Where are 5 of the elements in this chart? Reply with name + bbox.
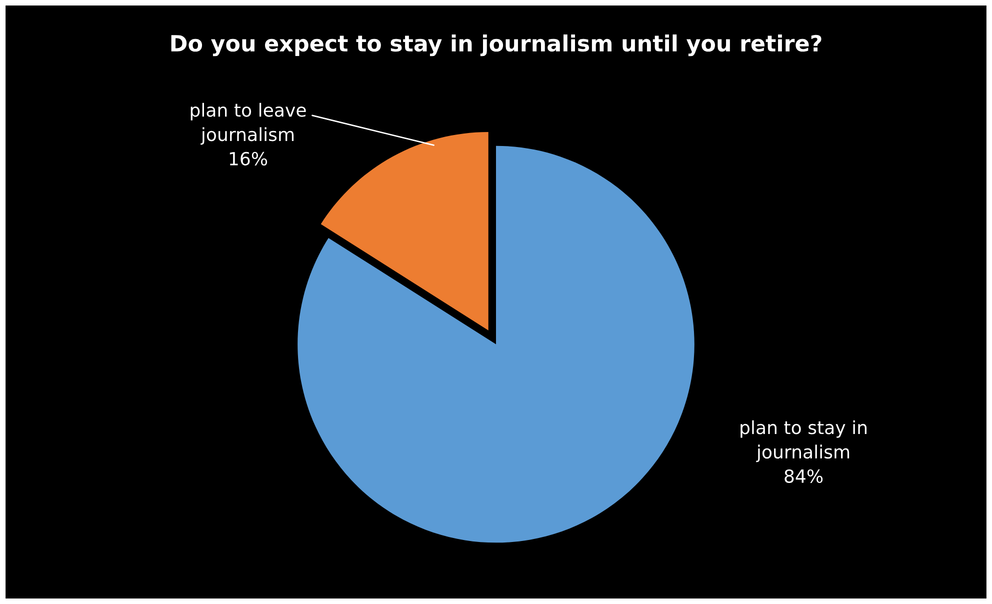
slice-label: plan to leave journalism [190,102,306,145]
data-label: 84% [784,469,823,483]
data-label: 16% [230,152,268,166]
slice-label: plan to stay in journalism [740,420,866,462]
chart-title: Do you expect to stay in journalism until you retire? [171,34,822,56]
